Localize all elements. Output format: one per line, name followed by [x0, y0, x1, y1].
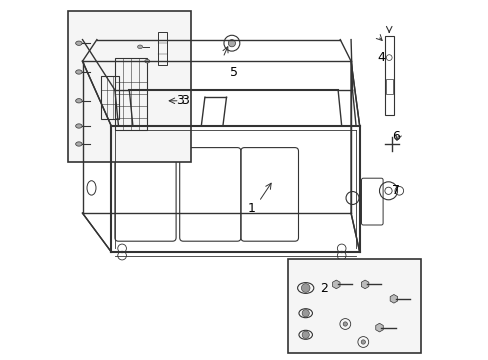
- Text: 3: 3: [181, 94, 189, 107]
- Bar: [68, 11, 190, 162]
- Ellipse shape: [144, 59, 149, 63]
- Ellipse shape: [76, 41, 82, 45]
- Circle shape: [302, 331, 309, 338]
- Text: 7: 7: [391, 184, 399, 197]
- Ellipse shape: [76, 99, 82, 103]
- Text: 3: 3: [175, 94, 183, 107]
- Bar: [101, 76, 118, 119]
- Circle shape: [361, 340, 365, 344]
- Ellipse shape: [76, 124, 82, 128]
- Circle shape: [228, 40, 235, 47]
- Ellipse shape: [76, 142, 82, 146]
- Circle shape: [343, 322, 347, 326]
- Bar: [287, 259, 420, 353]
- Ellipse shape: [76, 70, 82, 74]
- Text: 2: 2: [319, 282, 327, 294]
- Ellipse shape: [137, 45, 142, 49]
- Text: 5: 5: [229, 66, 237, 78]
- Text: 4: 4: [377, 51, 385, 64]
- Circle shape: [302, 310, 309, 317]
- Bar: [115, 58, 147, 130]
- Bar: [158, 32, 167, 65]
- Text: 6: 6: [391, 130, 399, 143]
- Circle shape: [301, 284, 309, 292]
- Bar: [385, 79, 392, 94]
- Text: 1: 1: [247, 202, 255, 215]
- Bar: [384, 36, 393, 115]
